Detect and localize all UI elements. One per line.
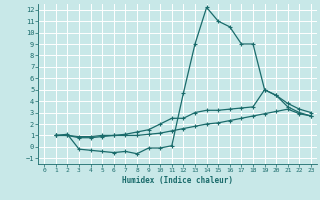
X-axis label: Humidex (Indice chaleur): Humidex (Indice chaleur): [122, 176, 233, 185]
